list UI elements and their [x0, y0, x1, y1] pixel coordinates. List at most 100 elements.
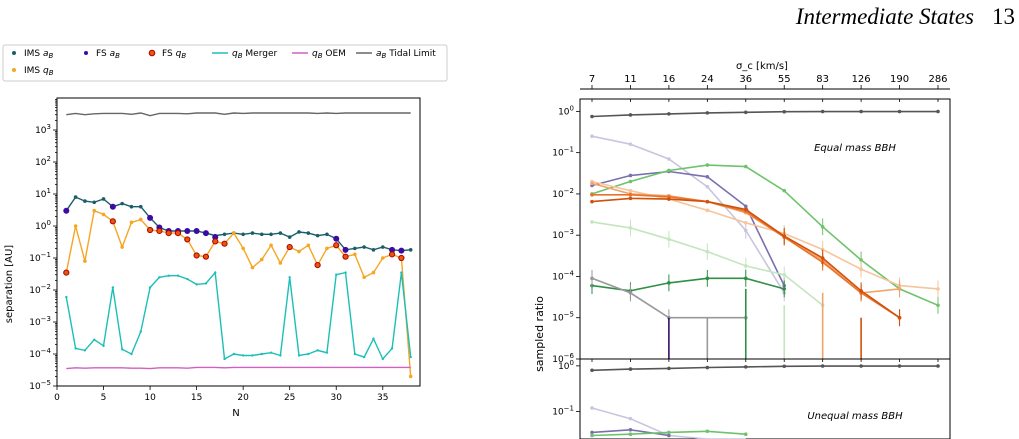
- data-point: [590, 181, 594, 186]
- data-point: [83, 349, 87, 352]
- panel-frame: [579, 358, 951, 439]
- data-point: [590, 430, 594, 435]
- data-point: [184, 227, 191, 234]
- data-point: [222, 232, 227, 237]
- data-point: [74, 347, 77, 350]
- data-point: [628, 188, 633, 193]
- y-tick-label: 10−5: [552, 311, 574, 324]
- series-line: [591, 180, 939, 290]
- legend-marker: [12, 51, 16, 55]
- data-point: [820, 364, 825, 368]
- data-point: [705, 163, 710, 167]
- data-point: [279, 354, 282, 357]
- data-point: [269, 351, 273, 354]
- y-tick-label: 102: [35, 155, 51, 168]
- series-line: [591, 164, 939, 307]
- data-point: [278, 261, 283, 265]
- data-point: [269, 243, 273, 248]
- data-point: [138, 217, 143, 222]
- series-line: [65, 196, 411, 252]
- data-point: [590, 199, 594, 204]
- series-line: [591, 135, 785, 294]
- data-point: [782, 188, 787, 193]
- data-point: [705, 184, 710, 189]
- data-point: [202, 230, 209, 237]
- y-axis-label: separation [AU]: [4, 245, 15, 323]
- data-point: [314, 261, 321, 269]
- data-point: [65, 295, 68, 299]
- top-x-tick-label: 7: [589, 74, 595, 85]
- data-point: [195, 283, 198, 286]
- data-point: [83, 199, 87, 203]
- plot-frame: [56, 97, 421, 387]
- data-point: [628, 367, 633, 371]
- data-point: [628, 173, 633, 178]
- y-tick-label: 10−1: [552, 405, 574, 418]
- data-point: [307, 352, 310, 356]
- data-point: [148, 286, 152, 289]
- data-point: [371, 248, 376, 252]
- data-point: [705, 365, 710, 370]
- y-tick-label: 10−5: [29, 379, 51, 392]
- data-point: [353, 352, 357, 356]
- data-point: [193, 252, 200, 259]
- data-point: [590, 114, 594, 119]
- data-point: [202, 253, 210, 260]
- data-point: [398, 247, 405, 254]
- data-point: [362, 355, 366, 359]
- x-tick-label: 15: [191, 393, 202, 403]
- y-tick-label: 10−2: [29, 283, 51, 296]
- data-point: [705, 208, 710, 213]
- data-point: [101, 197, 106, 201]
- data-point: [628, 432, 633, 436]
- data-point: [590, 193, 594, 197]
- data-point: [388, 251, 396, 258]
- data-point: [628, 416, 633, 421]
- series-line: [65, 209, 412, 377]
- top-x-axis: 7 11 16 24 36 55 83 126 190 286: [580, 74, 950, 90]
- legend-label: aB Tidal Limit: [376, 49, 436, 60]
- data-point: [743, 207, 748, 212]
- data-point: [897, 364, 902, 368]
- data-point: [590, 220, 594, 224]
- data-point: [259, 232, 264, 237]
- y-tick-label: 10−2: [552, 187, 574, 200]
- data-point: [186, 277, 189, 281]
- y-tick-label: 10−3: [29, 315, 51, 328]
- data-point: [165, 229, 172, 237]
- data-point: [138, 204, 143, 209]
- data-point: [705, 111, 710, 115]
- data-point: [342, 253, 349, 260]
- data-point: [936, 364, 940, 368]
- data-point: [73, 195, 78, 199]
- data-point: [380, 256, 385, 260]
- data-point: [92, 208, 97, 213]
- data-point: [306, 231, 311, 235]
- data-point: [628, 196, 633, 201]
- top-x-tick-label: 55: [778, 74, 791, 85]
- data-point: [129, 220, 134, 225]
- x-tick-label: 35: [377, 393, 388, 403]
- data-point: [325, 246, 329, 251]
- data-point: [158, 276, 161, 279]
- data-point: [408, 374, 413, 379]
- data-point: [743, 365, 748, 369]
- data-point: [129, 204, 134, 209]
- separation-chart: IMS aB FS aB FS qB qB Merger qB OEM aB Tidal …: [2, 44, 448, 419]
- data-point: [743, 164, 748, 169]
- data-point: [590, 406, 594, 410]
- data-point: [212, 234, 219, 241]
- legend-label: qB OEM: [312, 49, 346, 60]
- data-point: [628, 179, 633, 184]
- data-point: [156, 227, 163, 235]
- data-point: [146, 226, 154, 234]
- data-point: [353, 252, 357, 257]
- series-line: [591, 170, 785, 286]
- data-point: [409, 355, 412, 359]
- data-point: [174, 229, 182, 237]
- series-line: [591, 365, 938, 372]
- data-point: [241, 354, 245, 357]
- data-point: [83, 259, 87, 263]
- data-point: [73, 224, 78, 228]
- data-point: [897, 109, 902, 114]
